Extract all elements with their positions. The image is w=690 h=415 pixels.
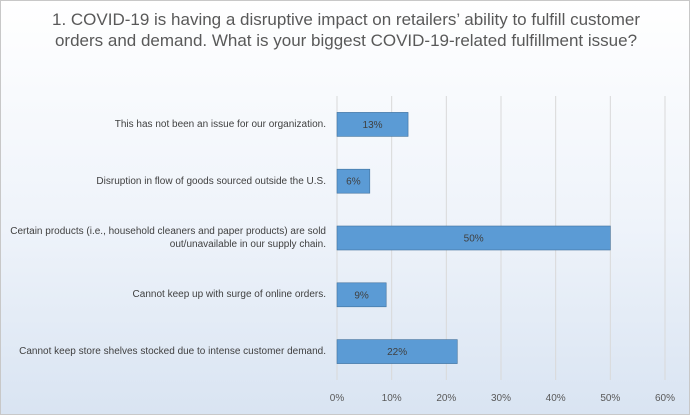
x-tick-label: 40% [546, 393, 566, 404]
x-tick-label: 60% [655, 393, 675, 404]
category-label: Disruption in flow of goods sourced outs… [96, 175, 326, 187]
data-label: 6% [346, 177, 361, 188]
bar [336, 339, 458, 364]
x-tick-label: 0% [330, 393, 345, 404]
x-tick-label: 50% [600, 393, 620, 404]
x-tick-label: 20% [436, 393, 456, 404]
data-label: 22% [387, 347, 407, 358]
data-label: 13% [363, 120, 383, 131]
category-label: Cannot keep up with surge of online orde… [132, 289, 326, 301]
bar [336, 168, 371, 194]
bar [336, 112, 409, 137]
x-tick-label: 30% [491, 393, 511, 404]
chart-title: 1. COVID-19 is having a disruptive impac… [52, 10, 640, 50]
x-tick-label: 10% [382, 393, 402, 404]
category-label: Certain products (i.e., household cleane… [10, 226, 326, 250]
category-label: This has not been an issue for our organ… [114, 118, 326, 130]
data-label: 50% [464, 234, 484, 245]
data-label: 9% [354, 290, 369, 301]
bar [336, 282, 387, 308]
bar [336, 225, 611, 251]
category-label: Cannot keep store shelves stocked due to… [19, 346, 326, 358]
